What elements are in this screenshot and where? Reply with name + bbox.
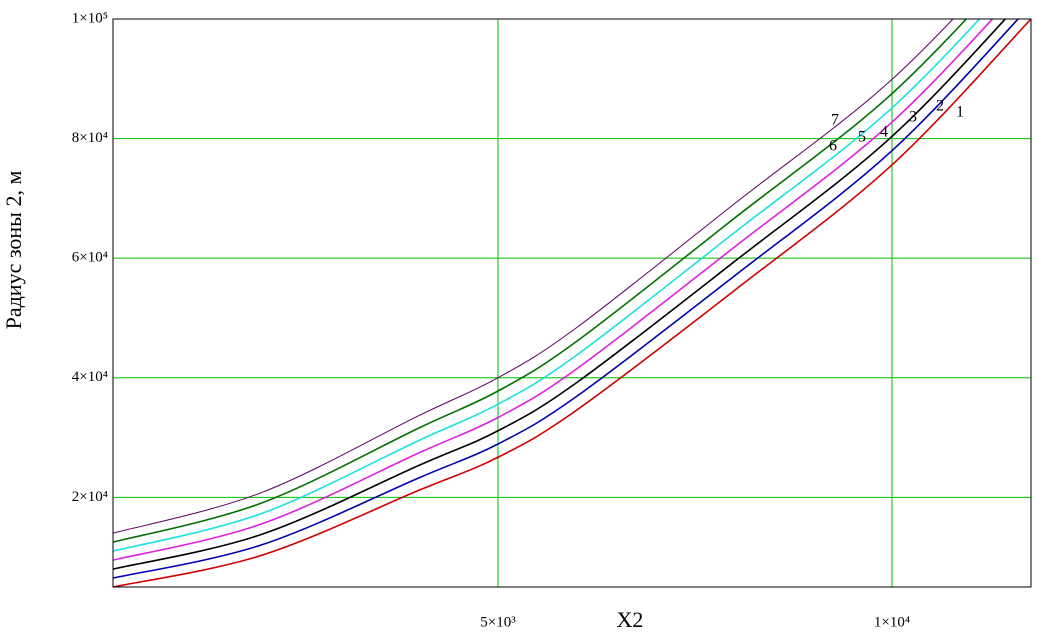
curve-label: 4	[880, 124, 888, 141]
curve-label: 7	[831, 112, 839, 129]
x-tick-label: 1×10⁴	[874, 614, 910, 630]
plot-area	[113, 19, 1031, 587]
x-axis-label: X2	[617, 607, 644, 632]
plot-frame	[112, 18, 1032, 588]
curve-label: 3	[909, 109, 917, 126]
curve	[113, 19, 954, 534]
curve	[113, 19, 968, 543]
curve-label: 5	[858, 129, 866, 146]
curve-label: 6	[829, 138, 837, 155]
y-tick-label: 1×10⁵	[72, 10, 108, 26]
grid	[113, 18, 1031, 587]
curve-label: 2	[936, 98, 944, 115]
curve-label: 1	[956, 104, 964, 121]
y-tick-label: 2×10⁴	[72, 489, 108, 505]
curve	[113, 19, 981, 552]
y-tick-label: 6×10⁴	[72, 250, 108, 266]
x-tick-label: 5×10³	[480, 614, 516, 630]
curve	[113, 19, 1031, 587]
y-axis-label: Радиус зоны 2, м	[1, 171, 26, 330]
y-tick-label: 8×10⁴	[72, 130, 108, 146]
curve	[113, 19, 1007, 570]
y-tick-label: 4×10⁴	[72, 369, 108, 385]
curve	[113, 19, 994, 561]
curve	[113, 19, 1020, 579]
